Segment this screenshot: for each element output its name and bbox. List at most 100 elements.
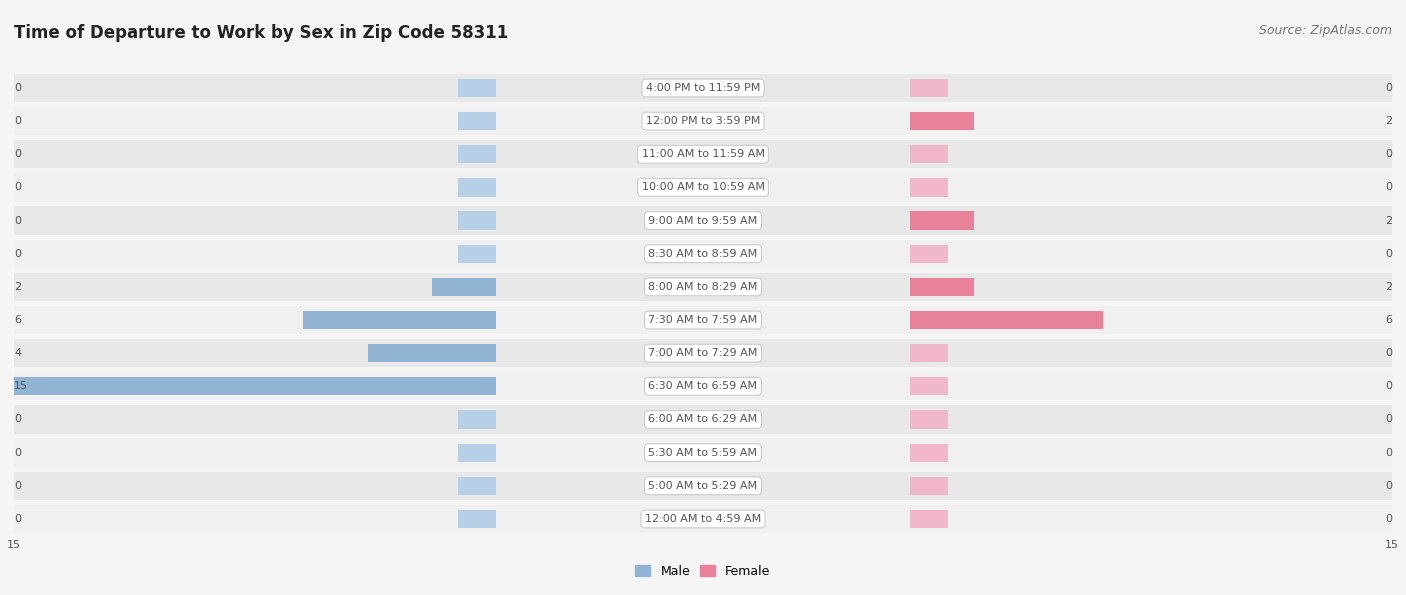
Bar: [0, 472, 1406, 500]
Bar: [0, 173, 1406, 202]
Text: 12:00 PM to 3:59 PM: 12:00 PM to 3:59 PM: [645, 116, 761, 126]
Bar: [0, 273, 1406, 301]
Bar: [458, 443, 496, 462]
Bar: [458, 477, 496, 495]
Bar: [0, 372, 1406, 400]
Text: 10:00 AM to 10:59 AM: 10:00 AM to 10:59 AM: [641, 183, 765, 192]
Text: 0: 0: [14, 83, 21, 93]
Bar: [368, 344, 496, 362]
Text: 4: 4: [14, 348, 21, 358]
Bar: [0, 372, 1406, 400]
Text: 0: 0: [1385, 249, 1392, 259]
Bar: [0, 240, 1406, 268]
Text: 5:00 AM to 5:29 AM: 5:00 AM to 5:29 AM: [648, 481, 758, 491]
Bar: [0, 107, 1406, 135]
Text: 0: 0: [14, 447, 21, 458]
Bar: [910, 311, 1102, 329]
Bar: [14, 377, 496, 396]
Text: 0: 0: [1385, 348, 1392, 358]
Bar: [910, 278, 974, 296]
Bar: [458, 145, 496, 164]
Bar: [0, 240, 1406, 268]
Text: 0: 0: [1385, 183, 1392, 192]
Bar: [0, 140, 1406, 168]
Text: 6:00 AM to 6:29 AM: 6:00 AM to 6:29 AM: [648, 415, 758, 424]
Text: 0: 0: [1385, 415, 1392, 424]
Text: 11:00 AM to 11:59 AM: 11:00 AM to 11:59 AM: [641, 149, 765, 159]
Bar: [0, 372, 1406, 400]
Text: 2: 2: [1385, 215, 1392, 226]
Bar: [0, 472, 1406, 500]
Bar: [432, 278, 496, 296]
Bar: [458, 178, 496, 196]
Text: 0: 0: [14, 215, 21, 226]
Bar: [0, 273, 1406, 301]
Text: 0: 0: [14, 514, 21, 524]
Bar: [0, 505, 1406, 533]
Bar: [0, 206, 1406, 234]
Bar: [910, 344, 948, 362]
Text: 2: 2: [14, 282, 21, 292]
Bar: [910, 477, 948, 495]
Bar: [0, 173, 1406, 202]
Text: 8:00 AM to 8:29 AM: 8:00 AM to 8:29 AM: [648, 282, 758, 292]
Bar: [910, 211, 974, 230]
Bar: [0, 405, 1406, 434]
Bar: [0, 339, 1406, 367]
Text: 2: 2: [1385, 116, 1392, 126]
Text: 0: 0: [1385, 381, 1392, 392]
Bar: [458, 112, 496, 130]
Text: 12:00 AM to 4:59 AM: 12:00 AM to 4:59 AM: [645, 514, 761, 524]
Bar: [0, 472, 1406, 500]
Text: 8:30 AM to 8:59 AM: 8:30 AM to 8:59 AM: [648, 249, 758, 259]
Text: 0: 0: [14, 249, 21, 259]
Bar: [0, 74, 1406, 102]
Text: 2: 2: [1385, 282, 1392, 292]
Text: 0: 0: [1385, 83, 1392, 93]
Text: 6:30 AM to 6:59 AM: 6:30 AM to 6:59 AM: [648, 381, 758, 392]
Bar: [0, 74, 1406, 102]
Text: 0: 0: [1385, 514, 1392, 524]
Text: 7:30 AM to 7:59 AM: 7:30 AM to 7:59 AM: [648, 315, 758, 325]
Bar: [0, 206, 1406, 234]
Text: 7:00 AM to 7:29 AM: 7:00 AM to 7:29 AM: [648, 348, 758, 358]
Bar: [458, 411, 496, 428]
Bar: [910, 443, 948, 462]
Bar: [0, 439, 1406, 466]
Bar: [458, 79, 496, 97]
Bar: [458, 211, 496, 230]
Bar: [910, 112, 974, 130]
Bar: [0, 107, 1406, 135]
Bar: [0, 107, 1406, 135]
Bar: [0, 339, 1406, 367]
Text: 15: 15: [14, 381, 28, 392]
Text: 0: 0: [1385, 149, 1392, 159]
Text: 0: 0: [14, 149, 21, 159]
Bar: [0, 273, 1406, 301]
Bar: [0, 339, 1406, 367]
Text: 0: 0: [14, 183, 21, 192]
Bar: [0, 505, 1406, 533]
Text: 5:30 AM to 5:59 AM: 5:30 AM to 5:59 AM: [648, 447, 758, 458]
Legend: Male, Female: Male, Female: [630, 560, 776, 583]
Bar: [0, 140, 1406, 168]
Bar: [910, 245, 948, 263]
Text: 9:00 AM to 9:59 AM: 9:00 AM to 9:59 AM: [648, 215, 758, 226]
Bar: [910, 145, 948, 164]
Bar: [458, 510, 496, 528]
Bar: [0, 140, 1406, 168]
Text: 6: 6: [14, 315, 21, 325]
Bar: [0, 505, 1406, 533]
Bar: [0, 74, 1406, 102]
Text: Time of Departure to Work by Sex in Zip Code 58311: Time of Departure to Work by Sex in Zip …: [14, 24, 509, 42]
Text: 0: 0: [14, 415, 21, 424]
Bar: [304, 311, 496, 329]
Bar: [0, 206, 1406, 234]
Bar: [910, 411, 948, 428]
Text: 0: 0: [1385, 481, 1392, 491]
Bar: [0, 405, 1406, 434]
Bar: [910, 79, 948, 97]
Text: 6: 6: [1385, 315, 1392, 325]
Bar: [0, 439, 1406, 466]
Text: 0: 0: [1385, 447, 1392, 458]
